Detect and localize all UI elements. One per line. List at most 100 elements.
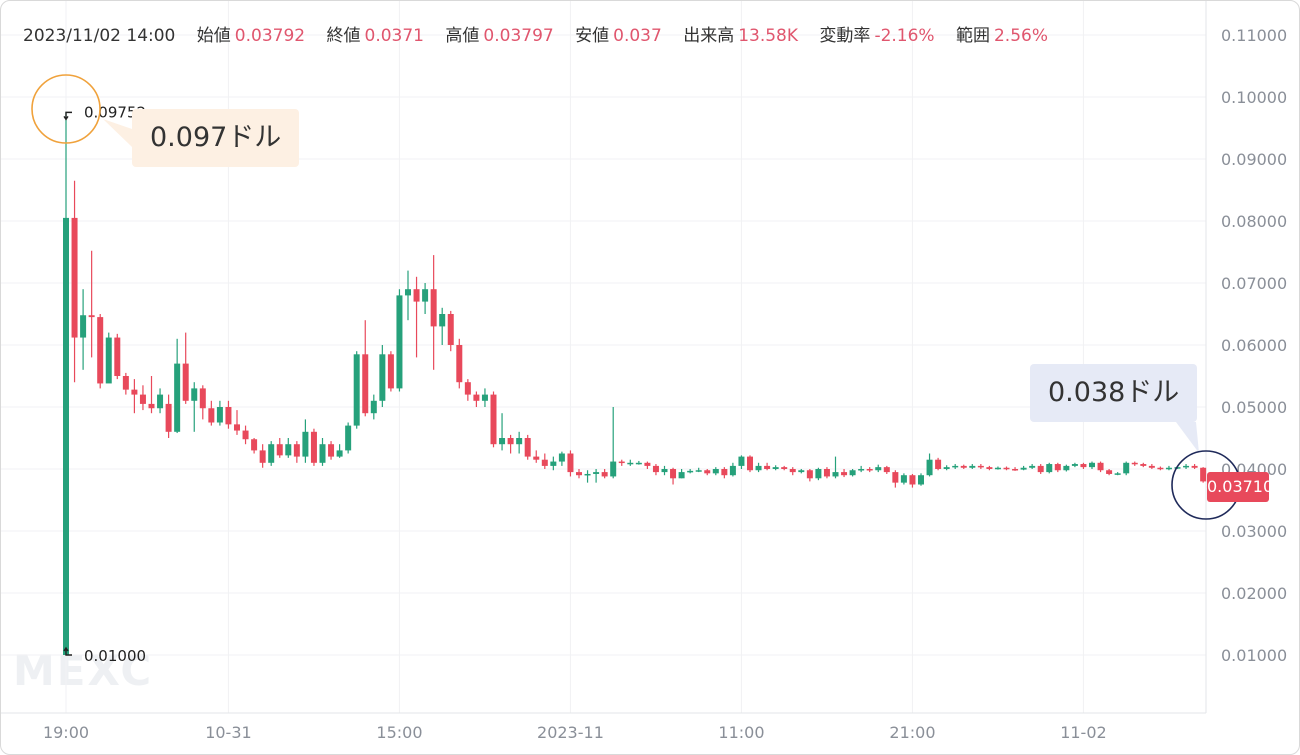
candle-body [789, 469, 796, 473]
high-marker-arrow [63, 111, 72, 121]
candle-body [208, 408, 215, 423]
candle-body [1123, 462, 1130, 474]
candle-body [499, 438, 506, 445]
candle-body [695, 470, 702, 472]
mexc-watermark: MEXC [13, 646, 154, 695]
candle-body [481, 394, 488, 401]
y-tick-label: 0.09000 [1221, 150, 1287, 169]
candle-body [430, 289, 437, 327]
candle-body [909, 475, 916, 485]
candle-body [387, 354, 394, 389]
candle-body [447, 314, 454, 345]
candle-body [524, 438, 531, 457]
y-tick-label: 0.07000 [1221, 274, 1287, 293]
candle-body [1097, 462, 1104, 471]
candle-body [199, 388, 206, 409]
range-value: 2.56% [993, 26, 1048, 46]
candle-body [242, 430, 249, 440]
candle-body [456, 345, 463, 383]
candle-body [866, 469, 873, 471]
candle-body [293, 444, 300, 457]
candle-body [721, 469, 728, 476]
candle-body [1148, 465, 1155, 468]
candle-body [182, 363, 189, 401]
candle-body [747, 456, 753, 471]
high-label: 高値 [445, 26, 480, 46]
candle-body [670, 469, 677, 479]
ohlc-header: 2023/11/02 14:00 始値 0.03792 終値 0.0371 高値 0.… [23, 21, 1064, 46]
candle-body [88, 315, 95, 318]
candle-body [541, 459, 548, 466]
candle-body [191, 388, 198, 401]
candle-body [1106, 470, 1113, 474]
candle-body [960, 465, 967, 468]
candle-body [439, 314, 446, 327]
last-price-callout: 0.038ドル [1030, 364, 1198, 422]
candle-body [712, 469, 719, 474]
change-label: 変動率 [819, 26, 871, 46]
candle-body [97, 317, 104, 384]
candle-body [918, 475, 924, 485]
candle-body [310, 431, 317, 463]
candle-body [405, 289, 411, 296]
candle-body [1174, 467, 1181, 469]
candle-body [225, 407, 232, 425]
candle-body [396, 295, 403, 389]
x-tick-label: 2023-11 [537, 723, 604, 742]
candle-body [687, 470, 694, 473]
candle-body [413, 289, 420, 302]
candle-body [1020, 467, 1027, 470]
candle-body [63, 217, 69, 655]
open-label: 始値 [196, 26, 231, 46]
candle-body [841, 472, 848, 476]
candle-body [1114, 473, 1121, 475]
y-tick-label: 0.01000 [1221, 646, 1287, 665]
low-value: 0.037 [613, 26, 662, 46]
candle-body [644, 462, 651, 466]
candle-body [379, 354, 386, 401]
candle-body [1063, 465, 1070, 471]
candle-body [516, 438, 523, 445]
candle-body [798, 470, 805, 473]
change-value: -2.16% [874, 26, 935, 46]
candle-body [464, 382, 471, 395]
high-highlight-circle [31, 74, 101, 144]
candle-body [353, 354, 360, 426]
candle-body [661, 469, 668, 473]
candle-body [550, 461, 557, 466]
low-marker-arrow [63, 646, 72, 656]
candle-body [345, 425, 352, 451]
candle-body [1029, 465, 1036, 468]
candle-body [362, 354, 369, 414]
candle-body [1157, 467, 1164, 470]
candle-body [1037, 465, 1044, 473]
candle-body [635, 462, 642, 465]
candle-body [627, 462, 634, 465]
candle-body [558, 453, 565, 462]
candle-body [926, 459, 933, 476]
candle-body [755, 465, 762, 471]
candle-body [738, 456, 745, 466]
x-tick-label: 11:00 [718, 723, 764, 742]
y-tick-label: 0.08000 [1221, 212, 1287, 231]
candle-body [234, 424, 240, 431]
candle-body [943, 467, 950, 469]
candle-body [986, 467, 993, 469]
candle-body [148, 403, 155, 409]
last-price-badge: 0.03710 [1207, 472, 1273, 502]
candle-body [319, 444, 326, 463]
x-tick-label: 10-31 [205, 723, 252, 742]
candle-body [704, 470, 711, 474]
candle-body [652, 465, 659, 473]
high-price-callout: 0.097ドル [132, 109, 300, 167]
candle-body [422, 289, 429, 302]
candle-body [764, 465, 771, 469]
candle-body [1140, 464, 1147, 466]
candle-body [216, 407, 223, 423]
candle-body [131, 389, 138, 395]
last-callout-pointer [1176, 422, 1199, 453]
candle-body [601, 472, 608, 477]
y-tick-label: 0.11000 [1221, 26, 1287, 45]
